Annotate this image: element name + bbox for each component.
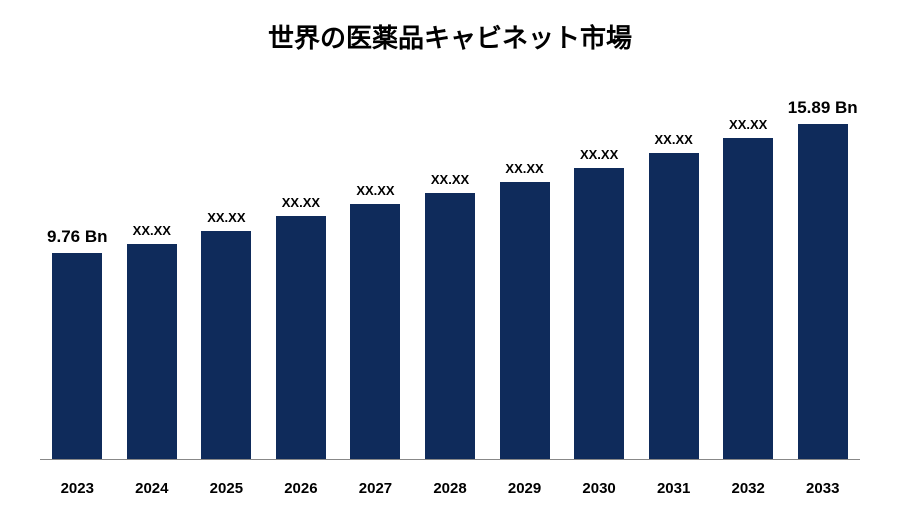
bar-slot: XX.XX — [264, 79, 339, 459]
bar-slot: XX.XX — [487, 79, 562, 459]
bar-value-label: XX.XX — [182, 210, 271, 225]
x-axis-label: 2027 — [338, 480, 413, 497]
bar — [500, 182, 550, 459]
x-axis-label: 2026 — [264, 480, 339, 497]
bars-group: 9.76 BnXX.XXXX.XXXX.XXXX.XXXX.XXXX.XXXX.… — [40, 79, 860, 459]
x-axis-label: 2032 — [711, 480, 786, 497]
bar — [723, 138, 773, 459]
x-axis-label: 2023 — [40, 480, 115, 497]
x-axis-label: 2031 — [636, 480, 711, 497]
bar-value-label: XX.XX — [629, 132, 718, 147]
x-axis-labels: 2023202420252026202720282029203020312032… — [40, 480, 860, 497]
bar-slot: XX.XX — [636, 79, 711, 459]
bar-slot: 15.89 Bn — [785, 79, 860, 459]
x-axis-label: 2029 — [487, 480, 562, 497]
x-axis-label: 2024 — [115, 480, 190, 497]
chart-container: 世界の医薬品キャビネット市場 9.76 BnXX.XXXX.XXXX.XXXX.… — [0, 0, 900, 525]
bar-value-label: XX.XX — [480, 161, 569, 176]
x-axis-label: 2030 — [562, 480, 637, 497]
x-axis-label: 2028 — [413, 480, 488, 497]
bar — [574, 168, 624, 459]
bar — [350, 204, 400, 459]
bar-slot: XX.XX — [115, 79, 190, 459]
x-axis-label: 2033 — [785, 480, 860, 497]
bar-value-label: XX.XX — [554, 147, 643, 162]
bar-slot: 9.76 Bn — [40, 79, 115, 459]
bar-slot: XX.XX — [338, 79, 413, 459]
bar-value-label: 15.89 Bn — [778, 98, 867, 118]
x-axis-label: 2025 — [189, 480, 264, 497]
bar — [425, 193, 475, 459]
plot-area: 9.76 BnXX.XXXX.XXXX.XXXX.XXXX.XXXX.XXXX.… — [40, 80, 860, 460]
x-axis-line — [40, 459, 860, 460]
bar-slot: XX.XX — [562, 79, 637, 459]
bar-slot: XX.XX — [711, 79, 786, 459]
bar — [127, 244, 177, 459]
bar-slot: XX.XX — [189, 79, 264, 459]
bar — [798, 124, 848, 459]
bar — [649, 153, 699, 459]
bar — [52, 253, 102, 459]
chart-title: 世界の医薬品キャビネット市場 — [0, 18, 900, 55]
bar-slot: XX.XX — [413, 79, 488, 459]
bar — [201, 231, 251, 459]
bar-value-label: XX.XX — [703, 117, 792, 132]
bar — [276, 216, 326, 459]
